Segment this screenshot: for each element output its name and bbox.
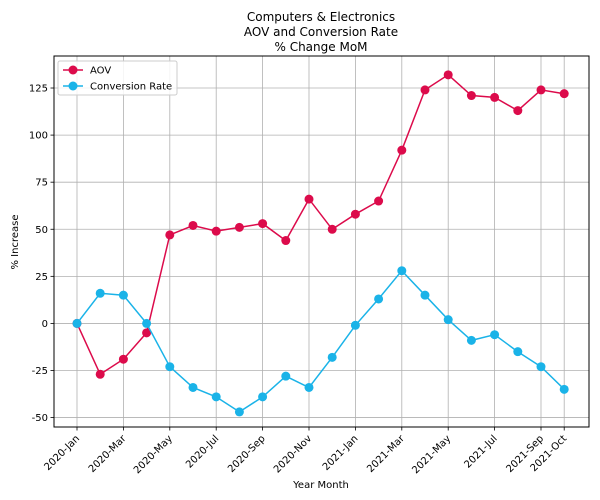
x-axis-label: Year Month <box>292 480 349 491</box>
y-tick-label: 50 <box>35 225 48 236</box>
data-point-conversion-rate <box>420 290 430 300</box>
data-point-aov <box>536 85 546 95</box>
legend: AOV Conversion Rate <box>57 60 178 96</box>
x-tick-label: 2020-Mar <box>87 433 129 475</box>
x-tick-label: 2020-Jan <box>43 433 83 473</box>
data-point-aov <box>142 328 152 338</box>
y-axis-label: % Increase <box>10 215 21 270</box>
legend-label-conversion-rate: Conversion Rate <box>90 82 172 93</box>
series-line-conversion-rate <box>76 269 565 413</box>
data-point-aov <box>350 209 360 219</box>
data-point-conversion-rate <box>559 384 569 394</box>
data-point-conversion-rate <box>281 371 291 381</box>
x-tick-label: 2021-Mar <box>365 433 407 475</box>
data-point-aov <box>304 194 314 204</box>
data-point-conversion-rate <box>118 290 128 300</box>
data-point-conversion-rate <box>513 347 523 357</box>
data-point-aov <box>490 92 500 102</box>
data-point-conversion-rate <box>95 288 105 298</box>
data-point-aov <box>443 70 453 80</box>
data-point-aov <box>327 224 337 234</box>
data-point-aov <box>234 222 244 232</box>
data-point-aov <box>397 145 407 155</box>
x-tick-label: 2020-Nov <box>272 433 314 475</box>
data-point-aov <box>211 226 221 236</box>
chart-title-line-1: Computers & Electronics <box>247 10 395 24</box>
legend-marker-aov <box>68 65 78 75</box>
data-point-conversion-rate <box>188 382 198 392</box>
data-point-conversion-rate <box>142 318 152 328</box>
y-tick-label: -50 <box>32 413 48 424</box>
gridlines <box>54 56 589 427</box>
data-point-aov <box>559 89 569 99</box>
data-point-conversion-rate <box>258 392 268 402</box>
data-point-aov <box>513 106 523 116</box>
y-tick-label: 100 <box>29 131 48 142</box>
chart-title-line-3: % Change MoM <box>274 40 367 54</box>
legend-label-aov: AOV <box>90 66 111 77</box>
data-point-conversion-rate <box>490 330 500 340</box>
data-point-aov <box>281 236 291 246</box>
data-point-conversion-rate <box>327 352 337 362</box>
series-layer <box>72 70 569 417</box>
data-point-aov <box>118 354 128 364</box>
plot-area <box>53 55 590 428</box>
x-tick-label: 2020-Sep <box>226 433 268 475</box>
data-point-conversion-rate <box>397 266 407 276</box>
data-point-conversion-rate <box>466 335 476 345</box>
data-point-conversion-rate <box>211 392 221 402</box>
data-point-conversion-rate <box>443 315 453 325</box>
y-tick-label: 0 <box>42 319 48 330</box>
y-tick-label: 25 <box>35 272 48 283</box>
data-point-conversion-rate <box>165 362 175 372</box>
series-line-aov <box>76 73 565 376</box>
y-tick-label: 125 <box>29 84 48 95</box>
data-point-conversion-rate <box>350 320 360 330</box>
legend-marker-conversion-rate <box>68 81 78 91</box>
data-point-conversion-rate <box>304 382 314 392</box>
legend-box <box>57 60 178 96</box>
data-point-aov <box>258 219 268 229</box>
x-tick-label: 2021-Jan <box>321 433 361 473</box>
x-tick-label: 2020-Jul <box>184 433 221 470</box>
data-point-aov <box>95 369 105 379</box>
x-tick-label: 2020-May <box>132 433 175 476</box>
data-point-conversion-rate <box>536 362 546 372</box>
y-tick-label: -25 <box>32 366 48 377</box>
data-point-aov <box>165 230 175 240</box>
data-point-aov <box>466 91 476 101</box>
chart-title-line-2: AOV and Conversion Rate <box>244 25 398 39</box>
data-point-conversion-rate <box>374 294 384 304</box>
y-tick-label: 75 <box>35 178 48 189</box>
data-point-aov <box>188 220 198 230</box>
data-point-conversion-rate <box>72 318 82 328</box>
data-point-conversion-rate <box>234 407 244 417</box>
data-point-aov <box>420 85 430 95</box>
data-point-aov <box>374 196 384 206</box>
x-tick-label: 2021-May <box>410 433 453 476</box>
x-tick-label: 2021-Jul <box>462 433 499 470</box>
